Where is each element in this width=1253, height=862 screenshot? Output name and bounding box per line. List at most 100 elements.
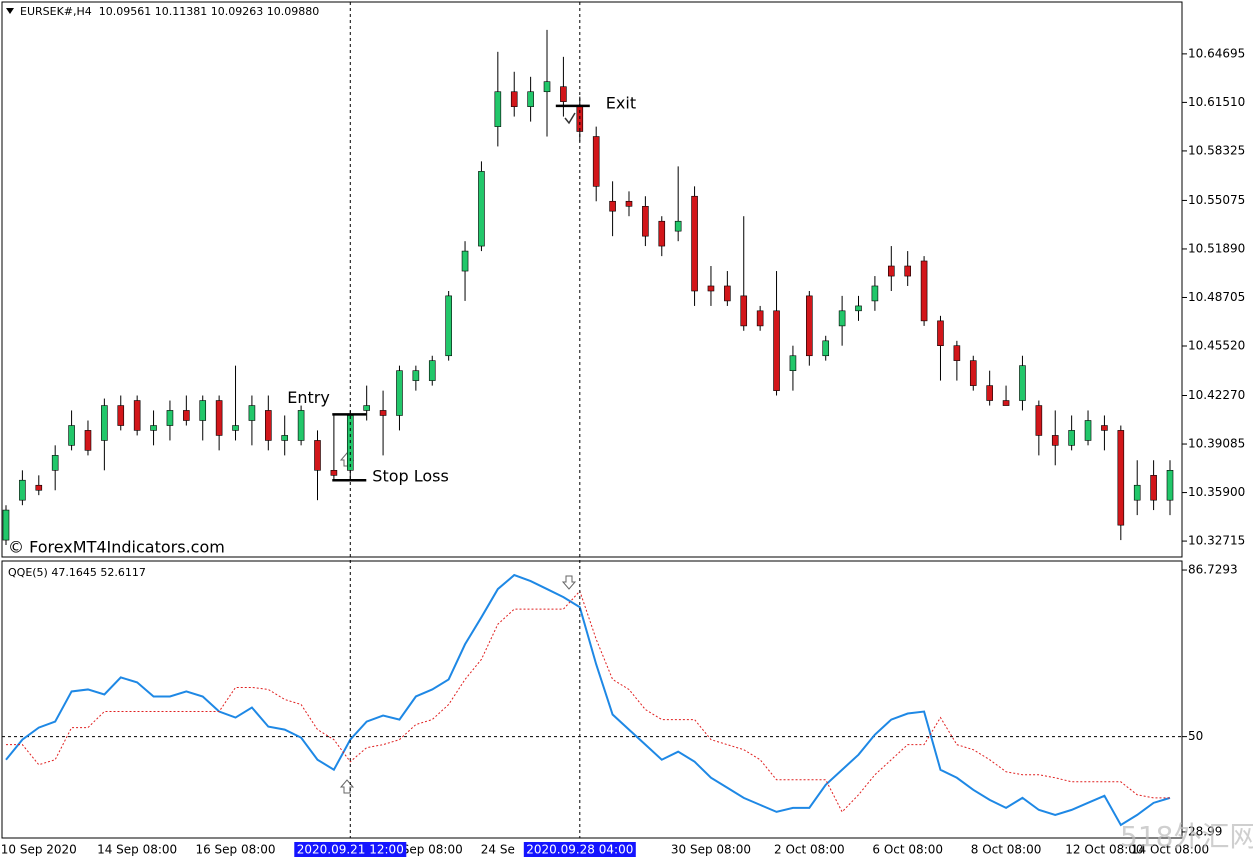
candle-body <box>1068 430 1075 446</box>
x-tick-label: 24 Se <box>481 843 515 857</box>
candle-body <box>887 265 895 277</box>
candle-body <box>1166 470 1174 501</box>
candle-body <box>707 285 715 292</box>
candle-body <box>642 205 649 237</box>
y-tick-label: 10.39085 <box>1188 437 1245 451</box>
y-tick-label: 10.64695 <box>1188 46 1245 60</box>
y-tick-label: 86.7293 <box>1188 563 1238 577</box>
candle-body <box>920 260 928 322</box>
candle-body <box>1133 484 1141 501</box>
candle-body <box>674 220 682 232</box>
candle-body <box>527 91 534 107</box>
candle-body <box>19 479 26 501</box>
candle-body <box>379 410 387 416</box>
candle-body <box>1084 420 1092 441</box>
indicator-line <box>5 573 1171 827</box>
candle-body <box>494 91 502 127</box>
candle-body <box>478 171 485 247</box>
candle-body <box>789 355 797 371</box>
indicator-panel-frame <box>1 560 1183 839</box>
indicator-title: QQE(5) 47.1645 52.6117 <box>8 566 146 579</box>
candle-body <box>1002 400 1010 406</box>
candle-body <box>412 370 420 381</box>
x-tick-label: 12 Oct 08:00 <box>1065 843 1143 857</box>
candle-body <box>969 360 977 386</box>
exit-arrow <box>561 575 577 590</box>
chart-title: EURSEK#,H4 10.09561 10.11381 10.09263 10… <box>20 5 319 18</box>
y-tick-label: 10.32715 <box>1188 534 1245 548</box>
annotation-label: Exit <box>606 93 636 112</box>
candle-body <box>461 250 469 272</box>
candle-body <box>543 81 551 93</box>
candle-body <box>363 405 370 411</box>
candle-body <box>740 295 748 327</box>
x-tick-label: 8 Oct 08:00 <box>971 843 1042 857</box>
y-tick-label: 10.45520 <box>1188 338 1245 352</box>
y-tick-label: 10.58325 <box>1188 143 1245 157</box>
annotation-label: Stop Loss <box>372 467 449 486</box>
candle-body <box>2 509 10 541</box>
x-tick-label: 16 Sep 08:00 <box>195 843 275 857</box>
x-tick-label: 14 Sep 08:00 <box>97 843 177 857</box>
candle-body <box>822 340 830 357</box>
menu-triangle <box>6 8 14 14</box>
candle-body <box>35 484 43 491</box>
candle-body <box>314 440 321 471</box>
overlay-watermark: 518外汇网 <box>1120 820 1253 853</box>
x-tick-label: 2020.09.28 04:00 <box>526 843 633 857</box>
y-tick-label: 28.99 <box>1188 824 1222 838</box>
candle-body <box>904 265 911 277</box>
y-tick-label: 50 <box>1188 729 1203 743</box>
price-panel-frame <box>1 1 1183 558</box>
candle-body <box>937 320 944 346</box>
y-tick-label: 10.48705 <box>1188 290 1245 304</box>
candle-body <box>101 405 108 441</box>
candle-body <box>560 86 567 102</box>
annotation-label: Entry <box>287 388 330 407</box>
candle-body <box>756 310 764 327</box>
candle-body <box>986 385 993 401</box>
candle-body <box>215 400 223 436</box>
candle-body <box>150 425 157 431</box>
candle-body <box>183 410 190 421</box>
candle-body <box>330 470 338 476</box>
x-tick-label: Sep 08:00 <box>402 843 463 857</box>
y-tick-label: 10.51890 <box>1188 241 1245 255</box>
candle-body <box>166 410 174 426</box>
candle-body <box>428 360 436 381</box>
candle-body <box>838 310 846 327</box>
x-tick-label: 2 Oct 08:00 <box>774 843 845 857</box>
candle-body <box>1150 475 1157 501</box>
candle-body <box>117 405 125 426</box>
candle-body <box>396 370 403 416</box>
candle-body <box>658 220 666 247</box>
candle-body <box>806 295 813 357</box>
x-tick-label: 30 Sep 08:00 <box>671 843 751 857</box>
watermark: © ForexMT4Indicators.com <box>8 538 225 557</box>
candle-body <box>609 200 616 212</box>
x-tick-label: 2020.09.21 12:00 <box>297 843 404 857</box>
y-tick-label: 10.55075 <box>1188 193 1245 207</box>
candle-body <box>592 136 600 187</box>
candle-body <box>51 455 59 471</box>
candle-body <box>445 295 452 357</box>
candle-body <box>953 345 961 361</box>
candle-body <box>297 410 305 441</box>
y-tick-label: 10.35900 <box>1188 485 1245 499</box>
y-tick-label: 10.61510 <box>1188 95 1245 109</box>
candle-body <box>773 310 780 391</box>
x-highlight <box>523 842 636 857</box>
candle-body <box>1117 430 1125 526</box>
candle-body <box>724 285 731 302</box>
x-tick-label: 6 Oct 08:00 <box>872 843 943 857</box>
candle-body <box>133 400 141 431</box>
candle-body <box>625 200 633 207</box>
candle-body <box>232 425 239 431</box>
candle-body <box>68 425 75 446</box>
x-tick-label: 10 Sep 2020 <box>1 843 77 857</box>
candle-body <box>84 430 92 451</box>
candle-body <box>1019 365 1026 401</box>
